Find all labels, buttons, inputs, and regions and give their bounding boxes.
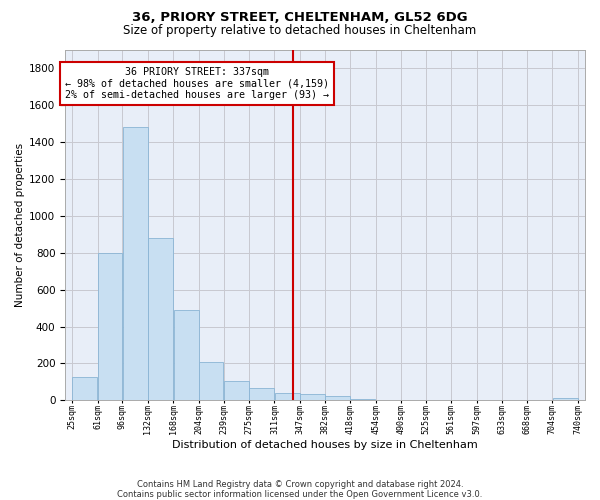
Bar xyxy=(300,394,325,400)
Bar xyxy=(199,362,223,401)
Bar xyxy=(350,399,376,400)
Bar xyxy=(275,392,300,400)
Bar xyxy=(122,128,148,400)
Bar xyxy=(73,377,97,400)
Text: 36, PRIORY STREET, CHELTENHAM, GL52 6DG: 36, PRIORY STREET, CHELTENHAM, GL52 6DG xyxy=(132,11,468,24)
Bar xyxy=(553,398,578,400)
Y-axis label: Number of detached properties: Number of detached properties xyxy=(15,143,25,307)
Bar xyxy=(98,253,122,400)
Bar xyxy=(173,310,199,400)
Text: Contains HM Land Registry data © Crown copyright and database right 2024.
Contai: Contains HM Land Registry data © Crown c… xyxy=(118,480,482,499)
Bar xyxy=(224,381,249,400)
Text: Size of property relative to detached houses in Cheltenham: Size of property relative to detached ho… xyxy=(124,24,476,37)
Bar xyxy=(325,396,350,400)
Text: 36 PRIORY STREET: 337sqm
← 98% of detached houses are smaller (4,159)
2% of semi: 36 PRIORY STREET: 337sqm ← 98% of detach… xyxy=(65,66,329,100)
Bar xyxy=(249,388,274,400)
X-axis label: Distribution of detached houses by size in Cheltenham: Distribution of detached houses by size … xyxy=(172,440,478,450)
Bar xyxy=(148,238,173,400)
